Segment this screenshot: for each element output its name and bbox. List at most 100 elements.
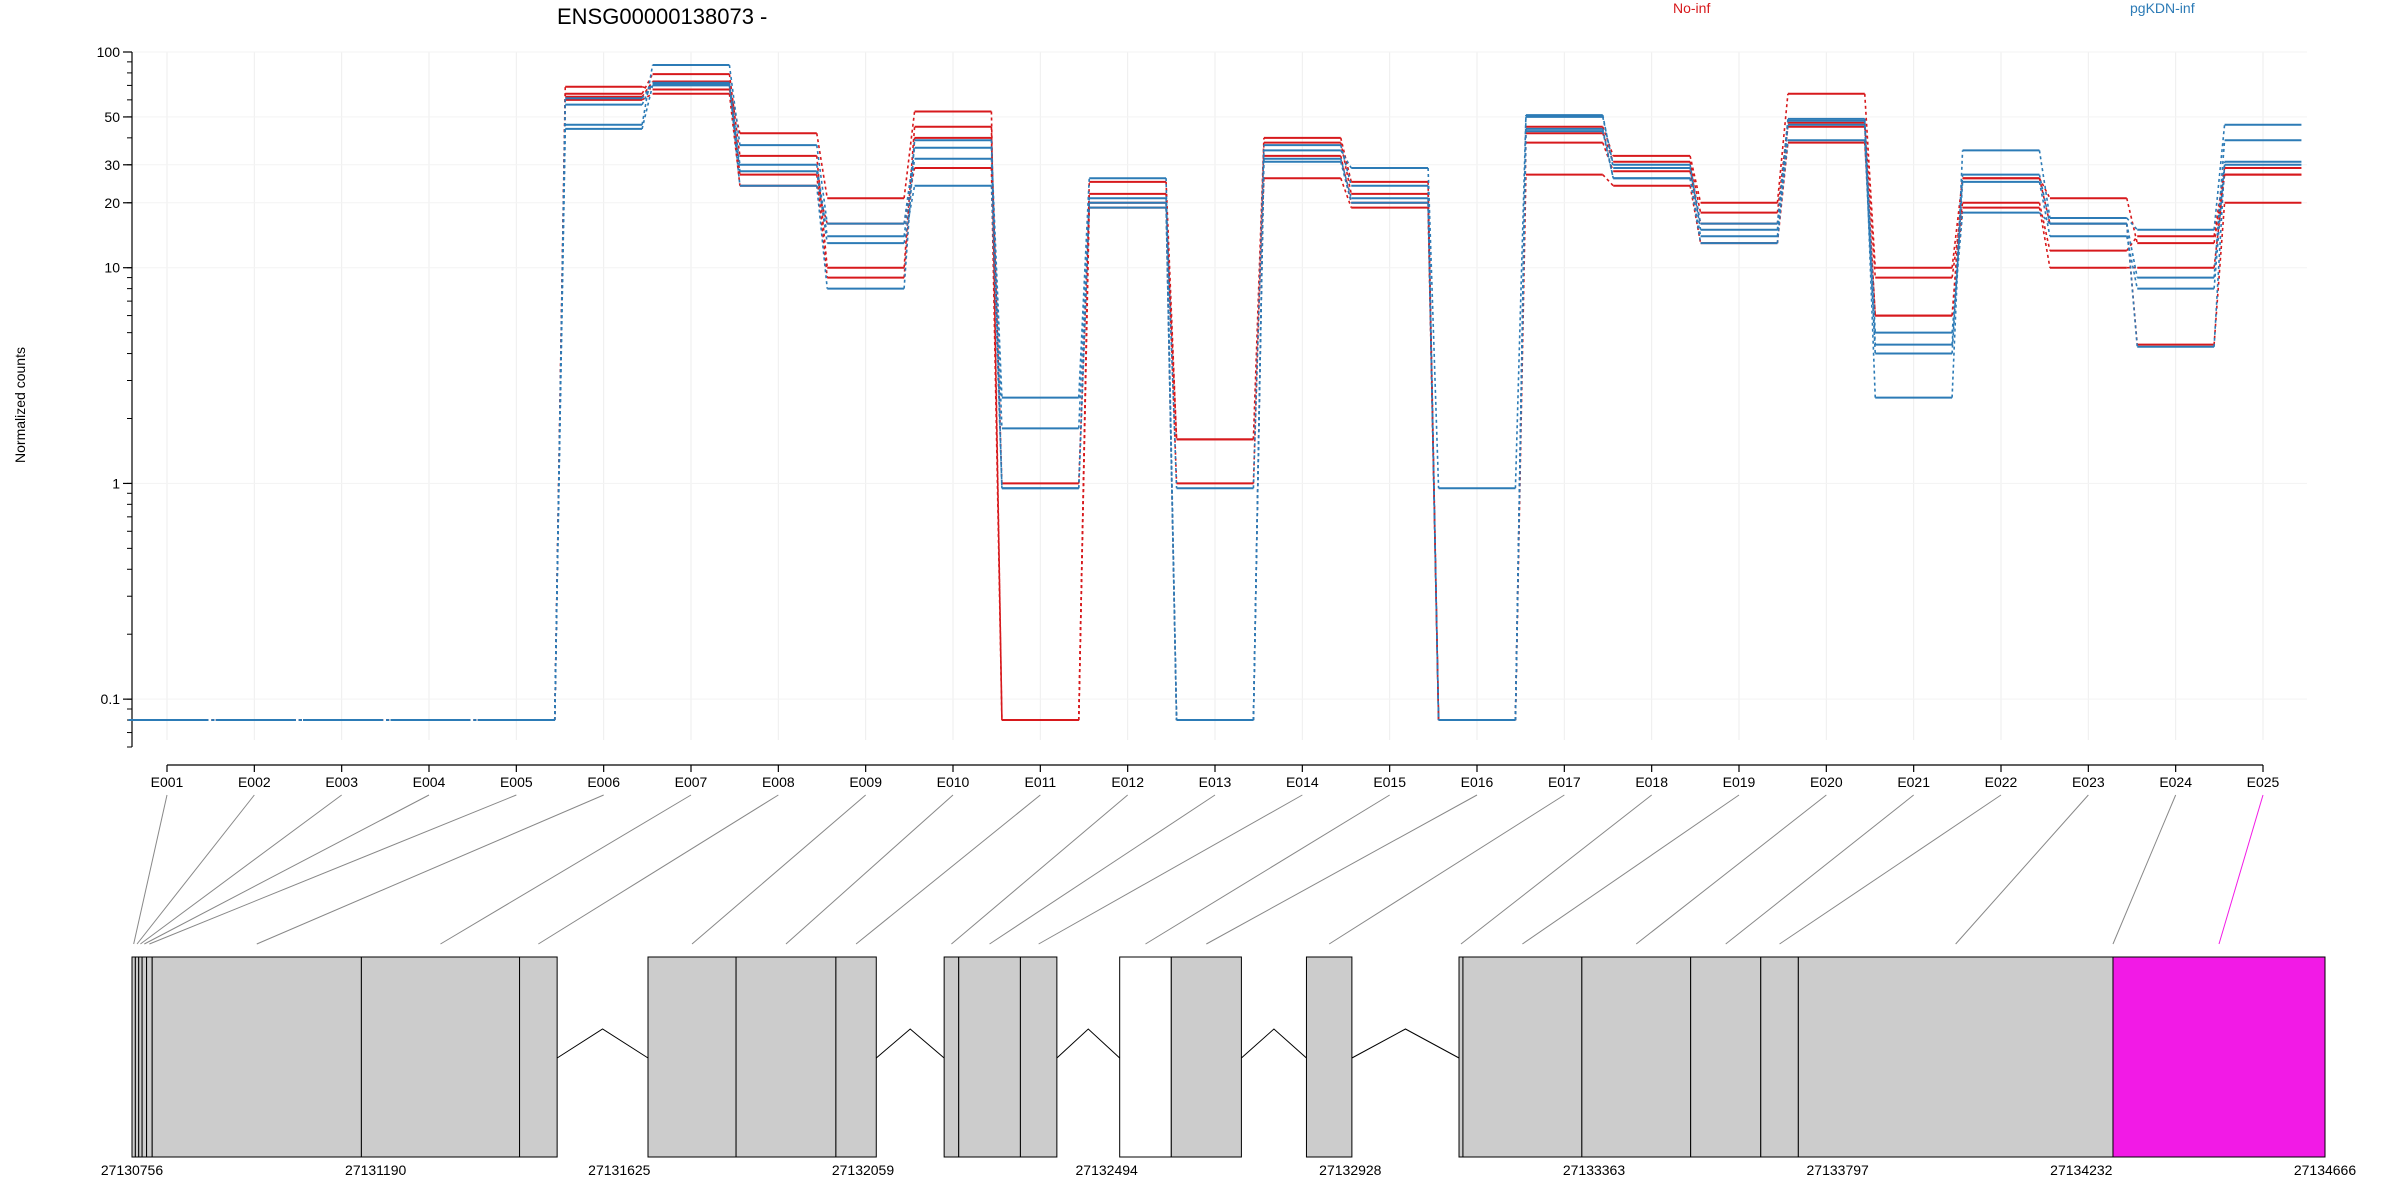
series-transition	[641, 93, 653, 101]
series-transition	[1514, 115, 1527, 489]
exon-box-e001	[131, 956, 136, 1158]
y-tick-label-10: 10	[104, 260, 120, 276]
connector-e009	[691, 794, 866, 945]
genomic-coordinate-label: 27130756	[101, 1162, 164, 1178]
series-transition	[1951, 212, 1964, 333]
exon-box-e005	[146, 956, 153, 1158]
series-transition	[1339, 158, 1353, 199]
genomic-coordinate-label: 27132928	[1319, 1162, 1382, 1178]
connector-e019	[1522, 794, 1740, 945]
connector-e006	[256, 794, 604, 945]
exon-box-e007	[360, 956, 521, 1158]
x-tick-label-e002: E002	[238, 774, 271, 790]
series-transition	[2213, 124, 2226, 230]
series-transition	[903, 111, 916, 199]
series-transition	[990, 126, 1003, 721]
series-transition	[1427, 198, 1440, 721]
connector-e004	[144, 794, 430, 945]
exon-connectors	[133, 794, 2264, 945]
exon-box-e021	[1690, 956, 1762, 1158]
series-transition	[815, 185, 829, 224]
genomic-coordinate-label: 27132494	[1076, 1162, 1139, 1178]
series-transition	[2125, 236, 2139, 289]
series-transition	[2038, 177, 2051, 199]
series-transition	[1339, 137, 1353, 183]
series-transition	[1601, 116, 1615, 165]
intron-e008-e009	[556, 1028, 649, 1059]
series-transition	[1951, 174, 1964, 345]
exon-box-e018	[1458, 956, 1464, 1158]
x-tick-label-e020: E020	[1810, 774, 1843, 790]
connector-e023	[1955, 794, 2089, 945]
series-transition	[553, 86, 567, 721]
series-transition	[553, 99, 567, 721]
intron-e016-e017	[1241, 1028, 1307, 1059]
connector-e021	[1725, 794, 1914, 945]
series-transition	[1689, 161, 1702, 213]
x-tick-label-e003: E003	[325, 774, 358, 790]
exon-box-e017	[1305, 956, 1353, 1158]
series-transition	[1077, 207, 1091, 489]
series-transition	[1689, 178, 1702, 237]
x-tick-label-e016: E016	[1461, 774, 1494, 790]
exon-box-e014	[1019, 956, 1058, 1158]
exon-box-e025	[2112, 956, 2326, 1158]
series-transition	[815, 185, 829, 289]
series-transition	[990, 140, 1003, 489]
x-tick-label-e018: E018	[1635, 774, 1668, 790]
connector-e018	[1460, 794, 1652, 945]
chart-title: ENSG00000138073 -	[557, 4, 767, 29]
genomic-coordinate-label: 27133797	[1807, 1162, 1870, 1178]
axes: 100 50 30 20 10 1 0.1 E001 E002 E003 E004 E005 E006 E…	[97, 44, 2280, 790]
exon-box-e015	[1119, 956, 1172, 1158]
series-transition	[1077, 178, 1091, 398]
genomic-coordinate-label: 27134666	[2294, 1162, 2357, 1178]
series-transition	[1863, 122, 1877, 278]
x-tick-label-e001: E001	[151, 774, 184, 790]
series-transition	[553, 98, 567, 721]
x-tick-label-e013: E013	[1199, 774, 1232, 790]
series-transition	[903, 185, 916, 244]
x-tick-label-e015: E015	[1373, 774, 1406, 790]
exon-box-e019	[1462, 956, 1583, 1158]
exon-box-e013	[958, 956, 1021, 1158]
series-transition	[2038, 207, 2051, 268]
connector-e008	[538, 794, 779, 945]
y-tick-label-1: 1	[112, 475, 120, 491]
series-transition	[990, 167, 1003, 721]
exon-box-e020	[1581, 956, 1692, 1158]
x-tick-label-e011: E011	[1024, 774, 1056, 790]
series-transition	[728, 64, 741, 146]
genomic-coordinate-label: 27134232	[2050, 1162, 2113, 1178]
genomic-coordinate-label: 27132059	[832, 1162, 895, 1178]
series-transition	[2125, 198, 2139, 244]
x-tick-label-e007: E007	[675, 774, 708, 790]
series-transition	[1689, 155, 1702, 203]
connector-e010	[785, 794, 954, 945]
series-transition	[815, 164, 829, 237]
connector-e007	[440, 794, 692, 945]
exon-box-e022	[1760, 956, 1799, 1158]
x-tick-label-e021: E021	[1897, 774, 1930, 790]
series-transition	[903, 140, 916, 289]
y-tick-label-30: 30	[104, 157, 120, 173]
exon-box-e011	[835, 956, 877, 1158]
x-tick-label-e024: E024	[2159, 774, 2192, 790]
series-transition	[728, 73, 741, 156]
exon-box-e010	[735, 956, 837, 1158]
series-transition	[641, 85, 654, 130]
series-transition	[1863, 118, 1877, 398]
y-tick-label-50: 50	[104, 109, 120, 125]
intron-e011-e012	[875, 1028, 945, 1059]
x-tick-label-e017: E017	[1548, 774, 1581, 790]
series-transition	[1165, 207, 1178, 721]
series-transition	[2125, 223, 2139, 347]
exon-box-e016	[1170, 956, 1242, 1158]
series-transition	[990, 158, 1003, 429]
series-transition	[1776, 124, 1789, 244]
genomic-coordinate-label: 27131190	[345, 1162, 406, 1178]
series-transition	[815, 155, 829, 268]
y-tick-label-20: 20	[104, 195, 120, 211]
